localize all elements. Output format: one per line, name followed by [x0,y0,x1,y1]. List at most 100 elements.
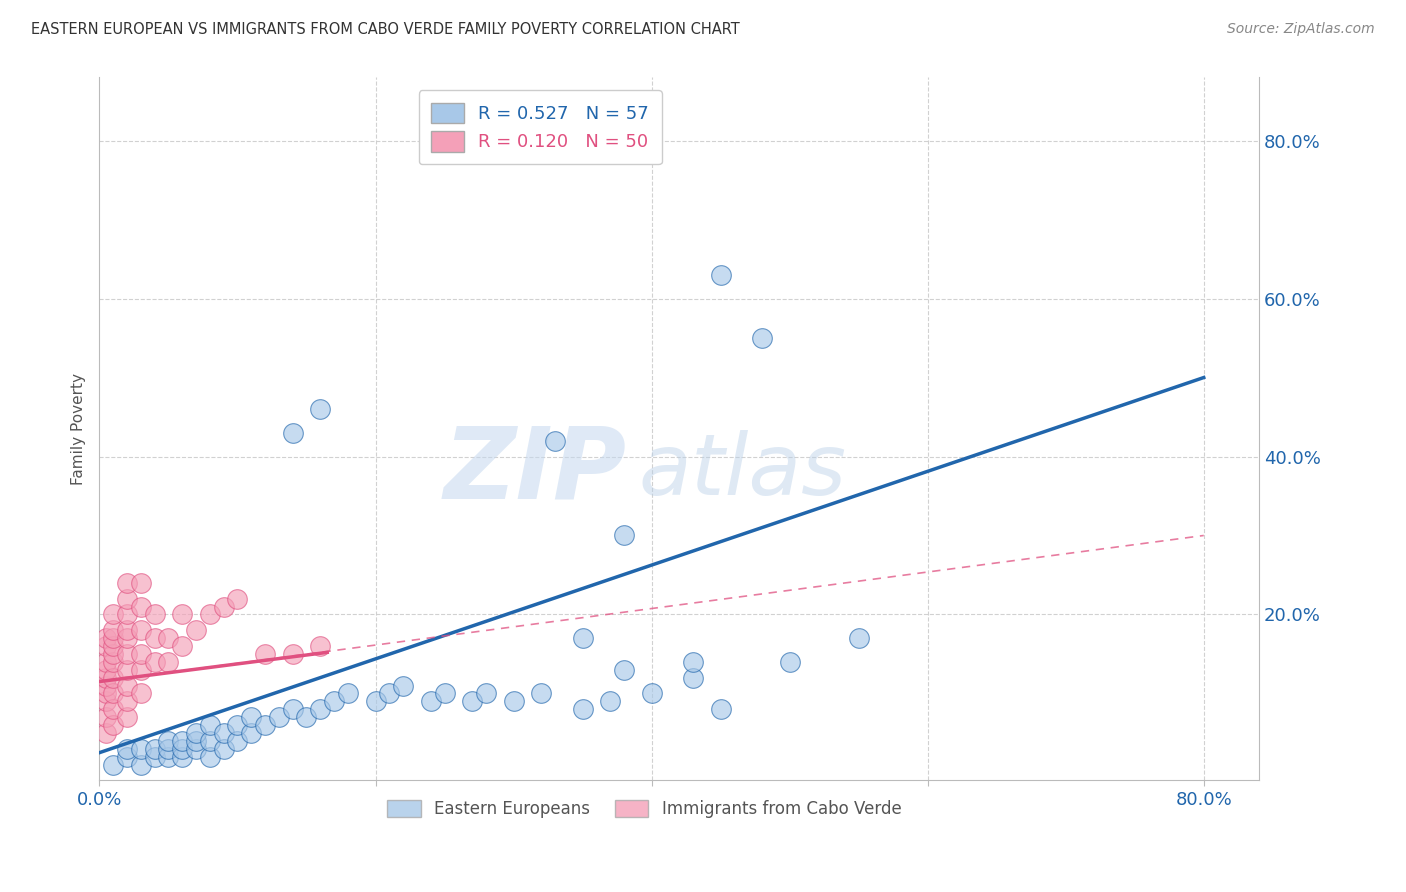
Point [172,741,194,756]
Point [309,702,332,716]
Point [157,749,180,764]
Point [129,575,152,590]
Point [129,686,152,700]
Point [254,647,277,661]
Point [96,639,118,653]
Point [710,702,733,716]
Point [848,631,870,645]
Point [779,655,801,669]
Point [172,639,194,653]
Point [103,757,125,772]
Point [682,671,704,685]
Point [378,686,401,700]
Point [96,686,118,700]
Point [103,718,125,732]
Point [96,631,118,645]
Point [240,726,263,740]
Point [212,741,235,756]
Point [96,671,118,685]
Point [544,434,567,448]
Point [226,718,249,732]
Point [323,694,346,708]
Point [103,624,125,638]
Point [115,575,138,590]
Point [309,402,332,417]
Point [143,631,166,645]
Point [281,702,304,716]
Point [433,686,456,700]
Point [184,726,207,740]
Point [710,268,733,282]
Point [96,655,118,669]
Point [475,686,498,700]
Point [198,718,221,732]
Point [129,624,152,638]
Point [281,425,304,440]
Point [336,686,359,700]
Point [103,686,125,700]
Point [461,694,484,708]
Point [613,528,636,542]
Point [103,647,125,661]
Point [157,655,180,669]
Point [184,624,207,638]
Text: EASTERN EUROPEAN VS IMMIGRANTS FROM CABO VERDE FAMILY POVERTY CORRELATION CHART: EASTERN EUROPEAN VS IMMIGRANTS FROM CABO… [31,22,740,37]
Point [129,741,152,756]
Point [254,718,277,732]
Point [172,734,194,748]
Point [502,694,524,708]
Point [129,663,152,677]
Point [115,647,138,661]
Point [103,671,125,685]
Point [157,734,180,748]
Point [115,679,138,693]
Point [571,631,593,645]
Point [530,686,553,700]
Point [419,694,441,708]
Text: atlas: atlas [638,430,846,513]
Point [115,710,138,724]
Point [129,757,152,772]
Point [115,631,138,645]
Text: ZIP: ZIP [444,423,627,519]
Point [115,591,138,606]
Point [172,607,194,622]
Point [267,710,290,724]
Point [103,631,125,645]
Point [571,702,593,716]
Point [392,679,415,693]
Point [115,694,138,708]
Point [129,647,152,661]
Point [295,710,318,724]
Point [96,710,118,724]
Point [143,749,166,764]
Point [281,647,304,661]
Point [143,607,166,622]
Point [103,639,125,653]
Point [364,694,387,708]
Point [682,655,704,669]
Point [157,741,180,756]
Point [115,607,138,622]
Point [212,599,235,614]
Point [129,599,152,614]
Legend: Eastern Europeans, Immigrants from Cabo Verde: Eastern Europeans, Immigrants from Cabo … [381,793,908,825]
Point [96,694,118,708]
Point [751,331,773,345]
Y-axis label: Family Poverty: Family Poverty [72,373,86,485]
Point [184,741,207,756]
Point [599,694,621,708]
Point [226,734,249,748]
Point [184,734,207,748]
Point [613,663,636,677]
Point [157,631,180,645]
Point [240,710,263,724]
Point [198,607,221,622]
Point [115,741,138,756]
Point [115,663,138,677]
Text: Source: ZipAtlas.com: Source: ZipAtlas.com [1227,22,1375,37]
Point [309,639,332,653]
Point [103,607,125,622]
Point [96,726,118,740]
Point [143,655,166,669]
